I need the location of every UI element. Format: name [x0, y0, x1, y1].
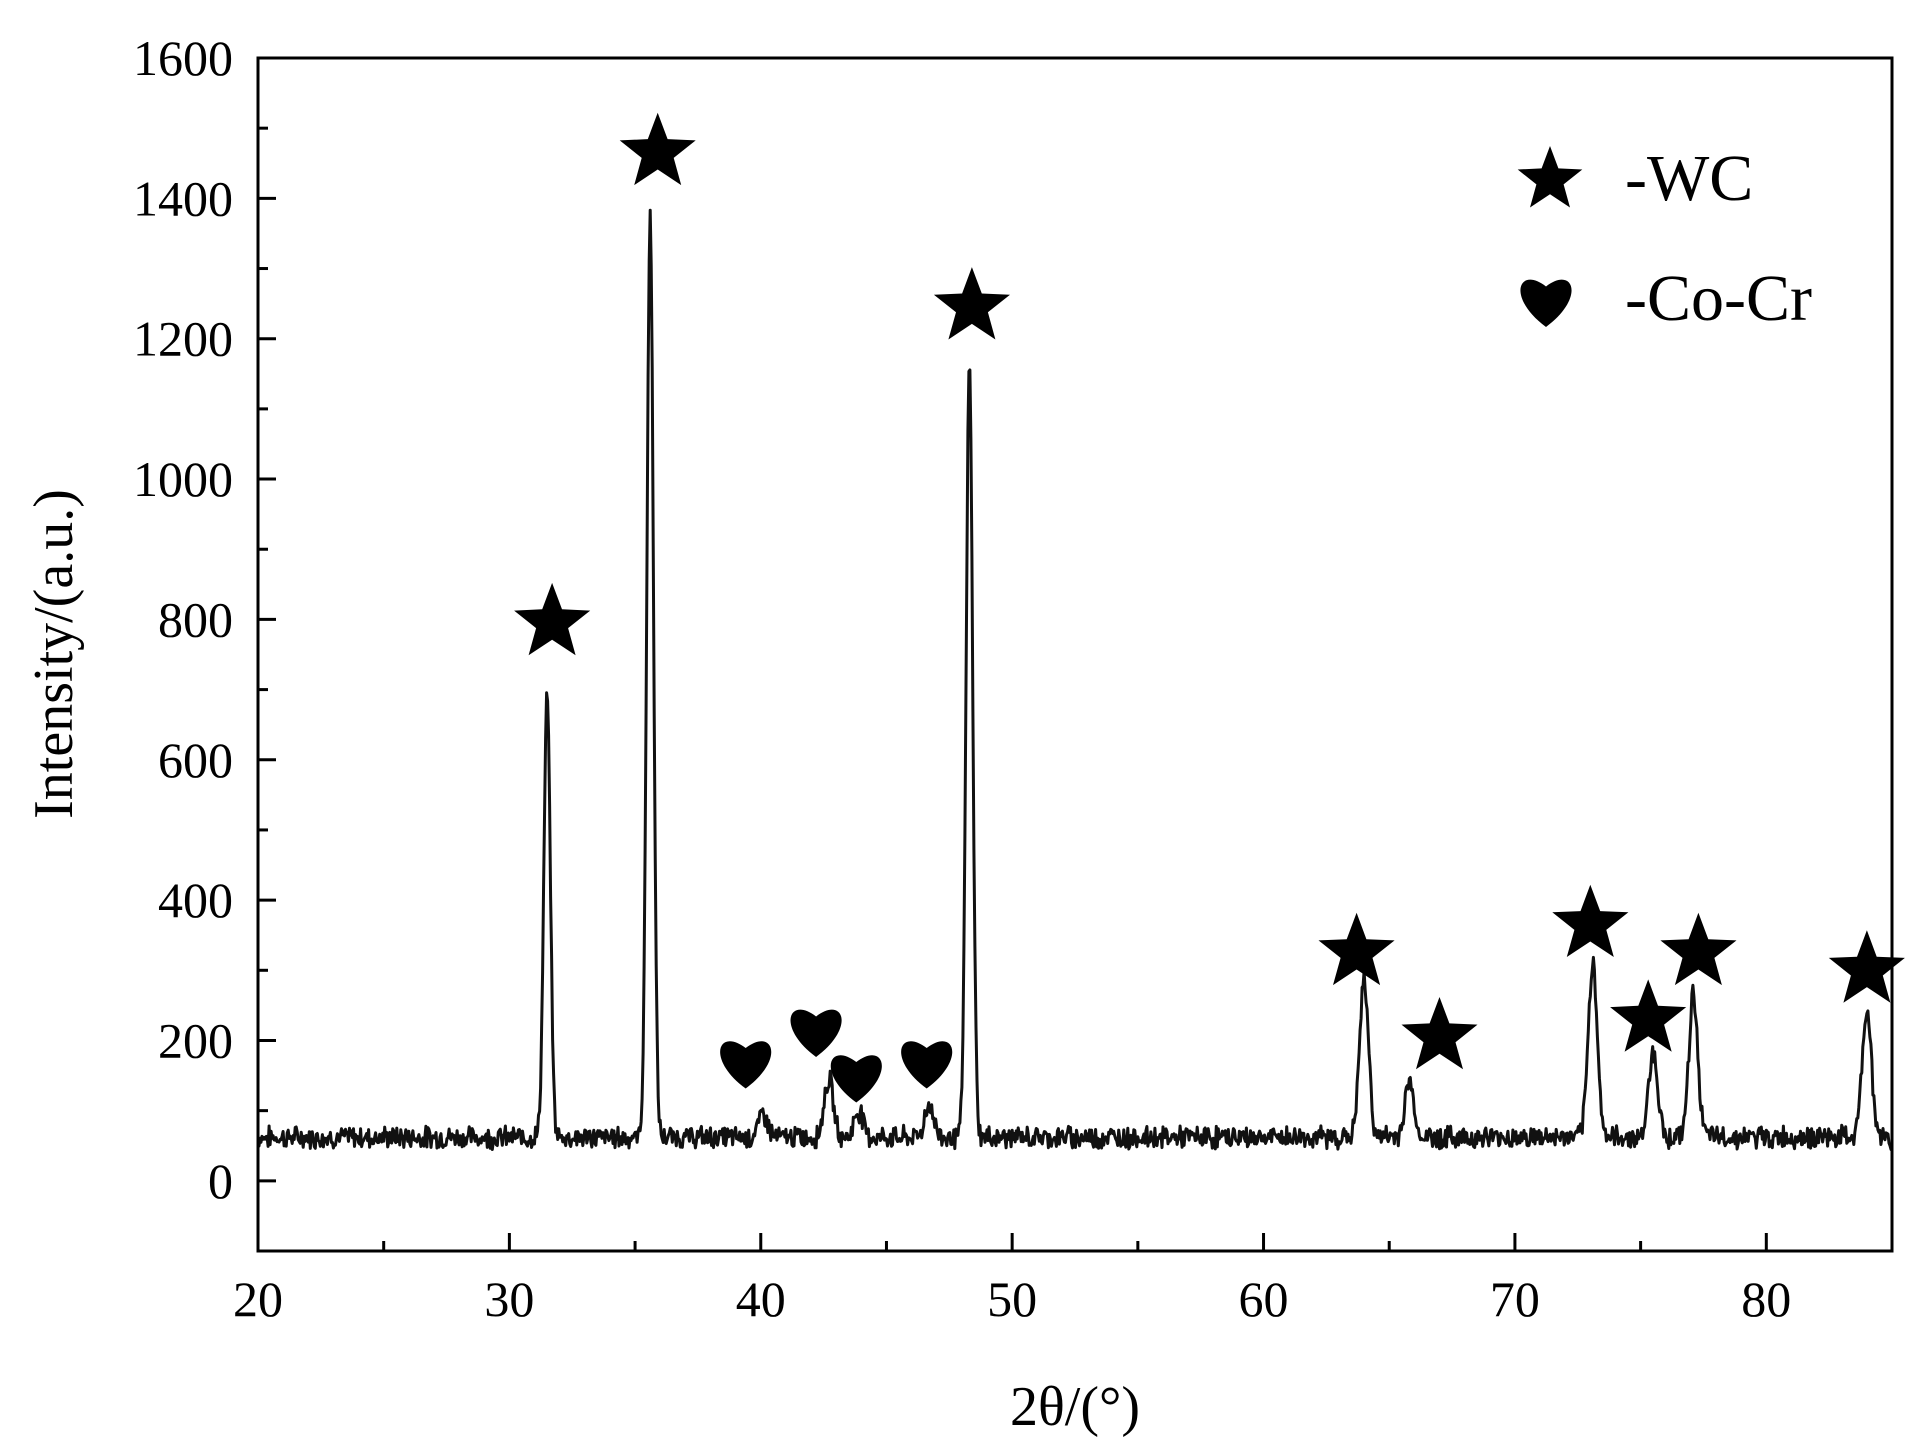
x-tick-label: 40 [736, 1271, 786, 1327]
legend: -WC -Co-Cr [1517, 142, 1812, 335]
y-tick-label: 800 [158, 591, 233, 647]
y-tick-label: 1000 [133, 451, 233, 507]
star-icon [1401, 997, 1478, 1070]
peak-annotations [514, 112, 1905, 1103]
y-tick-label: 600 [158, 732, 233, 788]
xrd-pattern-line [256, 208, 1894, 1151]
heart-icon [830, 1055, 882, 1103]
star-icon [1517, 146, 1583, 208]
heart-icon [720, 1041, 772, 1089]
heart-icon [901, 1041, 953, 1089]
heart-icon [790, 1009, 842, 1057]
x-axis-title: 2θ/(°) [1010, 1376, 1140, 1438]
y-axis-title: Intensity/(a.u.) [23, 489, 85, 819]
x-tick-label: 50 [987, 1271, 1037, 1327]
plot-area [256, 208, 1894, 1151]
x-tick-label: 20 [233, 1271, 283, 1327]
star-icon [1318, 912, 1395, 986]
legend-item-co-cr: -Co-Cr [1520, 262, 1812, 335]
x-tick-label: 70 [1490, 1271, 1540, 1327]
heart-shape [1520, 279, 1572, 327]
star-shape [1517, 146, 1583, 208]
star-icon [1552, 884, 1629, 957]
star-icon [514, 582, 591, 656]
x-tick-label: 60 [1239, 1271, 1289, 1327]
y-tick-label: 1200 [133, 311, 233, 367]
y-tick-label: 1400 [133, 170, 233, 226]
x-tick-label: 30 [484, 1271, 534, 1327]
ticks: 20 30 40 50 60 70 8002004006008001000120014001… [133, 30, 1791, 1327]
y-tick-label: 1600 [133, 30, 233, 86]
axes [256, 56, 1894, 1253]
plot-frame [256, 56, 1894, 1253]
star-icon [1660, 912, 1737, 986]
x-tick-label: 80 [1741, 1271, 1791, 1327]
legend-item-wc: -WC [1517, 142, 1753, 215]
y-tick-label: 0 [208, 1153, 233, 1209]
star-icon [933, 267, 1010, 340]
legend-label-co-cr: -Co-Cr [1625, 262, 1812, 335]
star-icon [1828, 930, 1905, 1003]
legend-label-wc: -WC [1625, 142, 1753, 215]
star-icon [619, 112, 696, 186]
heart-icon [1520, 279, 1572, 327]
y-tick-label: 200 [158, 1012, 233, 1068]
star-icon [1610, 979, 1687, 1052]
y-tick-label: 400 [158, 872, 233, 928]
